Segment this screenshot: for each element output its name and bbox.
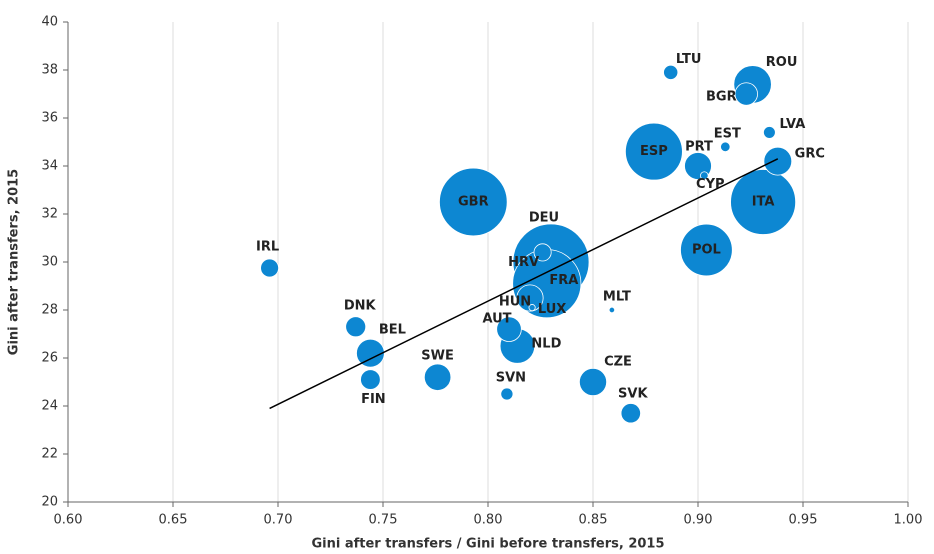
bubble <box>439 167 508 237</box>
point-label: BGR <box>706 90 737 105</box>
bubble <box>423 363 452 391</box>
y-tick-label: 28 <box>41 303 58 318</box>
point-label: HRV <box>508 255 539 270</box>
y-tick-label: 32 <box>41 207 58 222</box>
bubble <box>763 126 776 139</box>
bubble <box>730 169 797 235</box>
x-tick-label: 0.75 <box>369 513 398 528</box>
x-tick-label: 0.85 <box>579 513 608 528</box>
y-tick-label: 20 <box>41 495 58 510</box>
bubble <box>620 403 641 424</box>
y-tick-label: 26 <box>41 351 58 366</box>
bubble <box>625 122 683 181</box>
point-label: NLD <box>531 337 561 352</box>
x-tick-label: 0.70 <box>264 513 293 528</box>
point-label: FIN <box>361 392 386 407</box>
point-label: FRA <box>549 273 578 288</box>
x-tick-label: 0.80 <box>474 513 503 528</box>
point-label: LVA <box>780 117 806 132</box>
point-label: HUN <box>499 295 531 310</box>
bubble <box>500 387 514 401</box>
x-tick-label: 0.60 <box>54 513 83 528</box>
x-tick-label: 0.65 <box>159 513 188 528</box>
point-label: ESP <box>640 144 668 159</box>
bubble <box>578 367 608 397</box>
point-label: MLT <box>603 290 631 305</box>
bubble <box>528 304 536 312</box>
point-label: DEU <box>529 211 559 226</box>
trend-line <box>269 158 779 410</box>
bubble <box>608 306 616 314</box>
point-label: PRT <box>685 140 713 155</box>
bubble <box>533 243 552 262</box>
point-label: SVK <box>618 387 648 402</box>
y-tick-label: 38 <box>41 63 58 78</box>
point-label: GBR <box>458 195 489 210</box>
x-axis-title: Gini after transfers / Gini before trans… <box>311 537 664 552</box>
y-axis-title: Gini after transfers, 2015 <box>7 169 22 355</box>
point-label: SVN <box>496 371 526 386</box>
bubble <box>360 369 381 390</box>
point-label: ITA <box>752 195 775 210</box>
bubble <box>680 223 733 277</box>
bubble <box>516 284 544 312</box>
point-label: ROU <box>766 55 798 70</box>
bubble <box>700 171 709 180</box>
bubble <box>356 338 385 368</box>
y-tick-label: 34 <box>41 159 58 174</box>
bubble <box>720 141 731 152</box>
point-label: EST <box>714 126 741 141</box>
bubble <box>763 146 793 176</box>
x-tick-label: 1.00 <box>894 513 923 528</box>
point-label: POL <box>692 243 721 258</box>
x-tick-label: 0.90 <box>684 513 713 528</box>
point-label: CZE <box>604 355 632 370</box>
y-tick-label: 22 <box>41 447 58 462</box>
bubble <box>734 82 758 106</box>
bubble <box>260 258 280 278</box>
y-tick-label: 40 <box>41 15 58 30</box>
bubble <box>345 316 367 338</box>
point-label: LUX <box>538 302 566 317</box>
y-tick-label: 36 <box>41 111 58 126</box>
point-label: BEL <box>379 323 406 338</box>
point-label: IRL <box>256 240 279 255</box>
point-label: CYP <box>696 177 724 192</box>
point-label: DNK <box>344 298 377 313</box>
x-tick-label: 0.95 <box>789 513 818 528</box>
bubble <box>496 316 522 342</box>
point-label: AUT <box>482 312 511 327</box>
bubble <box>663 64 679 80</box>
point-label: SWE <box>421 349 454 364</box>
point-label: LTU <box>676 52 702 67</box>
point-label: GRC <box>795 147 825 162</box>
y-tick-label: 30 <box>41 255 58 270</box>
y-tick-label: 24 <box>41 399 58 414</box>
